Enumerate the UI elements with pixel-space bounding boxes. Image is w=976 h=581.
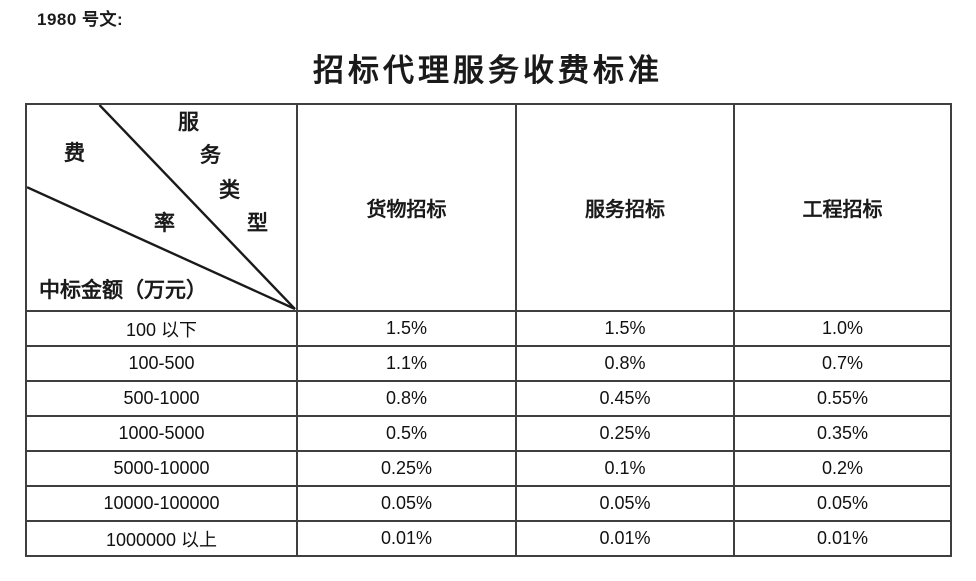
fee-cell-goods: 0.5% — [296, 415, 517, 452]
fee-cell-engineering: 0.2% — [733, 450, 952, 487]
table-row: 100-500 1.1% 0.8% 0.7% — [25, 345, 952, 382]
service-type-label-char: 服 — [178, 110, 199, 134]
fee-cell-service: 0.45% — [515, 380, 735, 417]
service-type-label-char: 务 — [200, 143, 221, 167]
fee-cell-engineering: 0.7% — [733, 345, 952, 382]
fee-cell-goods: 0.01% — [296, 520, 517, 557]
row-amount-label: 1000000 以上 — [25, 520, 298, 557]
fee-cell-service: 0.05% — [515, 485, 735, 522]
table-header-row: 费 率 服 务 类 型 中标金额（万元） 货物招标 服务招标 工程招标 — [25, 103, 952, 312]
row-amount-label: 5000-10000 — [25, 450, 298, 487]
fee-cell-service: 1.5% — [515, 310, 735, 347]
table-row: 5000-10000 0.25% 0.1% 0.2% — [25, 450, 952, 487]
fee-cell-engineering: 1.0% — [733, 310, 952, 347]
row-amount-label: 100-500 — [25, 345, 298, 382]
fee-cell-engineering: 0.55% — [733, 380, 952, 417]
diagonal-line-lower — [27, 186, 296, 310]
col-header-service: 服务招标 — [515, 103, 735, 312]
fee-cell-service: 0.8% — [515, 345, 735, 382]
fee-cell-service: 0.01% — [515, 520, 735, 557]
fee-cell-goods: 1.5% — [296, 310, 517, 347]
doc-number-label: 1980 号文: — [37, 10, 124, 29]
corner-header-cell: 费 率 服 务 类 型 中标金额（万元） — [25, 103, 298, 312]
table-row: 1000-5000 0.5% 0.25% 0.35% — [25, 415, 952, 452]
diagonal-divider-lines — [27, 105, 296, 310]
fee-standard-table: 费 率 服 务 类 型 中标金额（万元） 货物招标 服务招标 工程招标 100 … — [25, 103, 952, 557]
amount-header-label: 中标金额（万元） — [39, 278, 207, 302]
fee-cell-goods: 0.05% — [296, 485, 517, 522]
col-header-engineering: 工程招标 — [733, 103, 952, 312]
fee-cell-service: 0.1% — [515, 450, 735, 487]
fee-cell-engineering: 0.05% — [733, 485, 952, 522]
table-row: 500-1000 0.8% 0.45% 0.55% — [25, 380, 952, 417]
table-row: 10000-100000 0.05% 0.05% 0.05% — [25, 485, 952, 522]
row-amount-label: 10000-100000 — [25, 485, 298, 522]
fee-cell-service: 0.25% — [515, 415, 735, 452]
diagonal-line-upper — [98, 105, 296, 310]
row-amount-label: 100 以下 — [25, 310, 298, 347]
corner-diagonal-area: 费 率 服 务 类 型 中标金额（万元） — [27, 105, 296, 310]
fee-cell-goods: 0.8% — [296, 380, 517, 417]
fee-cell-engineering: 0.35% — [733, 415, 952, 452]
col-header-goods: 货物招标 — [296, 103, 517, 312]
rate-label-char: 费 — [64, 141, 85, 165]
fee-cell-goods: 0.25% — [296, 450, 517, 487]
service-type-label-char: 类 — [219, 178, 240, 202]
page-title: 招标代理服务收费标准 — [313, 53, 663, 88]
service-type-label-char: 型 — [247, 211, 268, 235]
row-amount-label: 1000-5000 — [25, 415, 298, 452]
table-row: 1000000 以上 0.01% 0.01% 0.01% — [25, 520, 952, 557]
table-row: 100 以下 1.5% 1.5% 1.0% — [25, 310, 952, 347]
row-amount-label: 500-1000 — [25, 380, 298, 417]
rate-label-char: 率 — [154, 211, 175, 235]
fee-cell-engineering: 0.01% — [733, 520, 952, 557]
fee-cell-goods: 1.1% — [296, 345, 517, 382]
